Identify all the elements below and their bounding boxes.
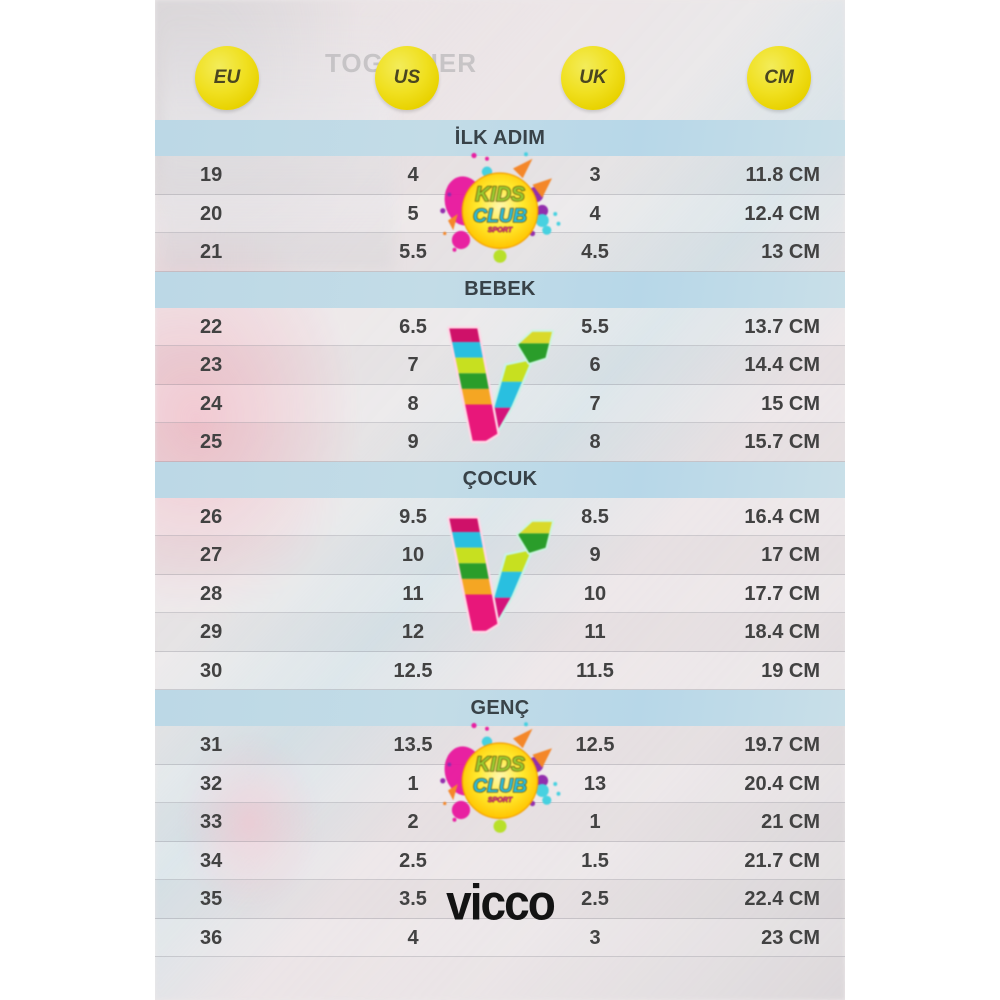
svg-text:KIDS: KIDS	[475, 183, 525, 206]
svg-text:SPORT: SPORT	[488, 796, 513, 804]
svg-text:CLUB: CLUB	[473, 775, 527, 797]
svg-text:KIDS: KIDS	[475, 753, 525, 776]
svg-text:CLUB: CLUB	[473, 205, 527, 227]
svg-text:SPORT: SPORT	[488, 226, 513, 234]
